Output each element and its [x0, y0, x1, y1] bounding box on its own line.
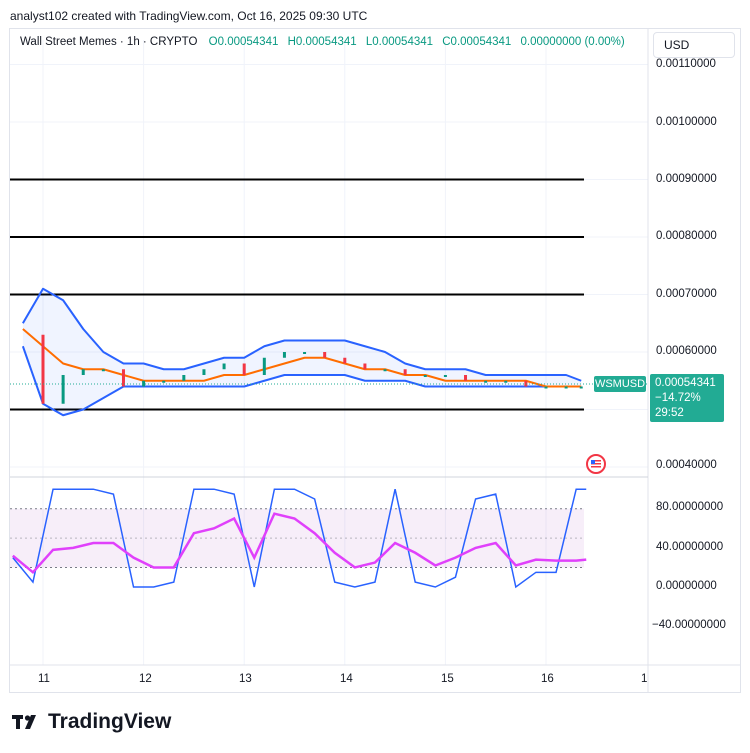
- upper-band-line: [22, 287, 582, 382]
- open-value: O0.00054341: [208, 36, 279, 48]
- candle: [162, 380, 166, 383]
- candle: [41, 334, 45, 404]
- candle: [101, 369, 105, 372]
- candle: [182, 375, 186, 381]
- time-tick: 11: [38, 673, 50, 685]
- oscillator-tick: 0.00000000: [656, 580, 717, 592]
- candle: [222, 363, 226, 370]
- oscillator-tick: −40.00000000: [652, 619, 726, 631]
- ohlc-legend: Wall Street Memes · 1h · CRYPTO O0.00054…: [20, 36, 625, 48]
- candle: [484, 380, 488, 383]
- time-tick: 15: [441, 673, 454, 685]
- bollinger-bands: [21, 287, 582, 417]
- tradingview-logo-icon: [12, 715, 36, 729]
- candle: [443, 375, 447, 377]
- close-value: C0.00054341: [442, 36, 512, 48]
- low-value: L0.00054341: [365, 36, 434, 48]
- stoch-k-line: [12, 488, 587, 589]
- candle: [202, 369, 206, 375]
- currency-button[interactable]: USD: [653, 32, 735, 58]
- low-number: 0.00054341: [372, 36, 434, 48]
- candle: [423, 375, 427, 377]
- price-series: [41, 334, 583, 404]
- price-tick: 0.00110000: [656, 58, 716, 70]
- price-tick: 0.00060000: [656, 345, 717, 357]
- oscillator-tick: 80.00000000: [656, 501, 724, 513]
- candle: [282, 352, 286, 358]
- basis-line: [22, 328, 582, 388]
- candle: [524, 380, 528, 387]
- symbol-label: Wall Street Memes · 1h · CRYPTO: [20, 36, 198, 48]
- candle: [121, 369, 125, 387]
- chart-caption: analyst102 created with TradingView.com,…: [10, 9, 368, 23]
- candle: [242, 363, 246, 375]
- symbol-tag: WSMUSD: [594, 376, 646, 392]
- open-number: 0.00054341: [217, 36, 279, 48]
- price-tick: 0.00040000: [656, 459, 717, 471]
- time-tick: 16: [541, 673, 554, 685]
- candle: [323, 352, 327, 358]
- candle: [343, 357, 347, 364]
- candle: [403, 369, 407, 375]
- candle: [61, 375, 65, 404]
- brand-name: TradingView: [48, 710, 172, 733]
- change-value: 0.00000000 (0.00%): [520, 36, 625, 48]
- candle: [383, 369, 387, 372]
- candle: [262, 357, 266, 375]
- candle: [142, 380, 146, 387]
- stoch-d-line: [12, 512, 587, 575]
- tradingview-logo: TradingView: [12, 710, 171, 734]
- lower-band-line: [21, 345, 582, 417]
- chart-frame: [9, 28, 741, 693]
- price-tick: 0.00080000: [656, 230, 717, 242]
- candle: [579, 386, 583, 389]
- candle: [464, 375, 468, 381]
- time-tick: 13: [239, 673, 252, 685]
- band-fill: [22, 288, 582, 416]
- high-value: H0.00054341: [287, 36, 357, 48]
- last-price-tag: 0.00054341 −14.72% 29:52: [650, 374, 724, 422]
- time-tick: 12: [139, 673, 152, 685]
- oscillator-tick: 40.00000000: [656, 541, 724, 553]
- close-number: 0.00054341: [450, 36, 512, 48]
- horizontal-levels: [10, 178, 584, 411]
- time-tick: 1: [641, 673, 648, 685]
- candle: [544, 386, 548, 389]
- us-flag-icon[interactable]: [586, 454, 606, 474]
- oscillator-background: [10, 508, 584, 568]
- price-tick: 0.00070000: [656, 288, 717, 300]
- time-tick: 14: [340, 673, 353, 685]
- price-change: −14.72%: [655, 392, 701, 404]
- candle: [303, 352, 307, 354]
- stochastic-oscillator: [12, 488, 587, 589]
- price-tick: 0.00100000: [656, 116, 717, 128]
- candle: [81, 369, 85, 375]
- candle: [564, 386, 568, 389]
- candle: [504, 380, 508, 383]
- high-number: 0.00054341: [295, 36, 357, 48]
- candle: [363, 363, 367, 370]
- price-tick: 0.00090000: [656, 173, 717, 185]
- last-price: 0.00054341: [655, 377, 716, 389]
- bar-countdown: 29:52: [655, 407, 684, 419]
